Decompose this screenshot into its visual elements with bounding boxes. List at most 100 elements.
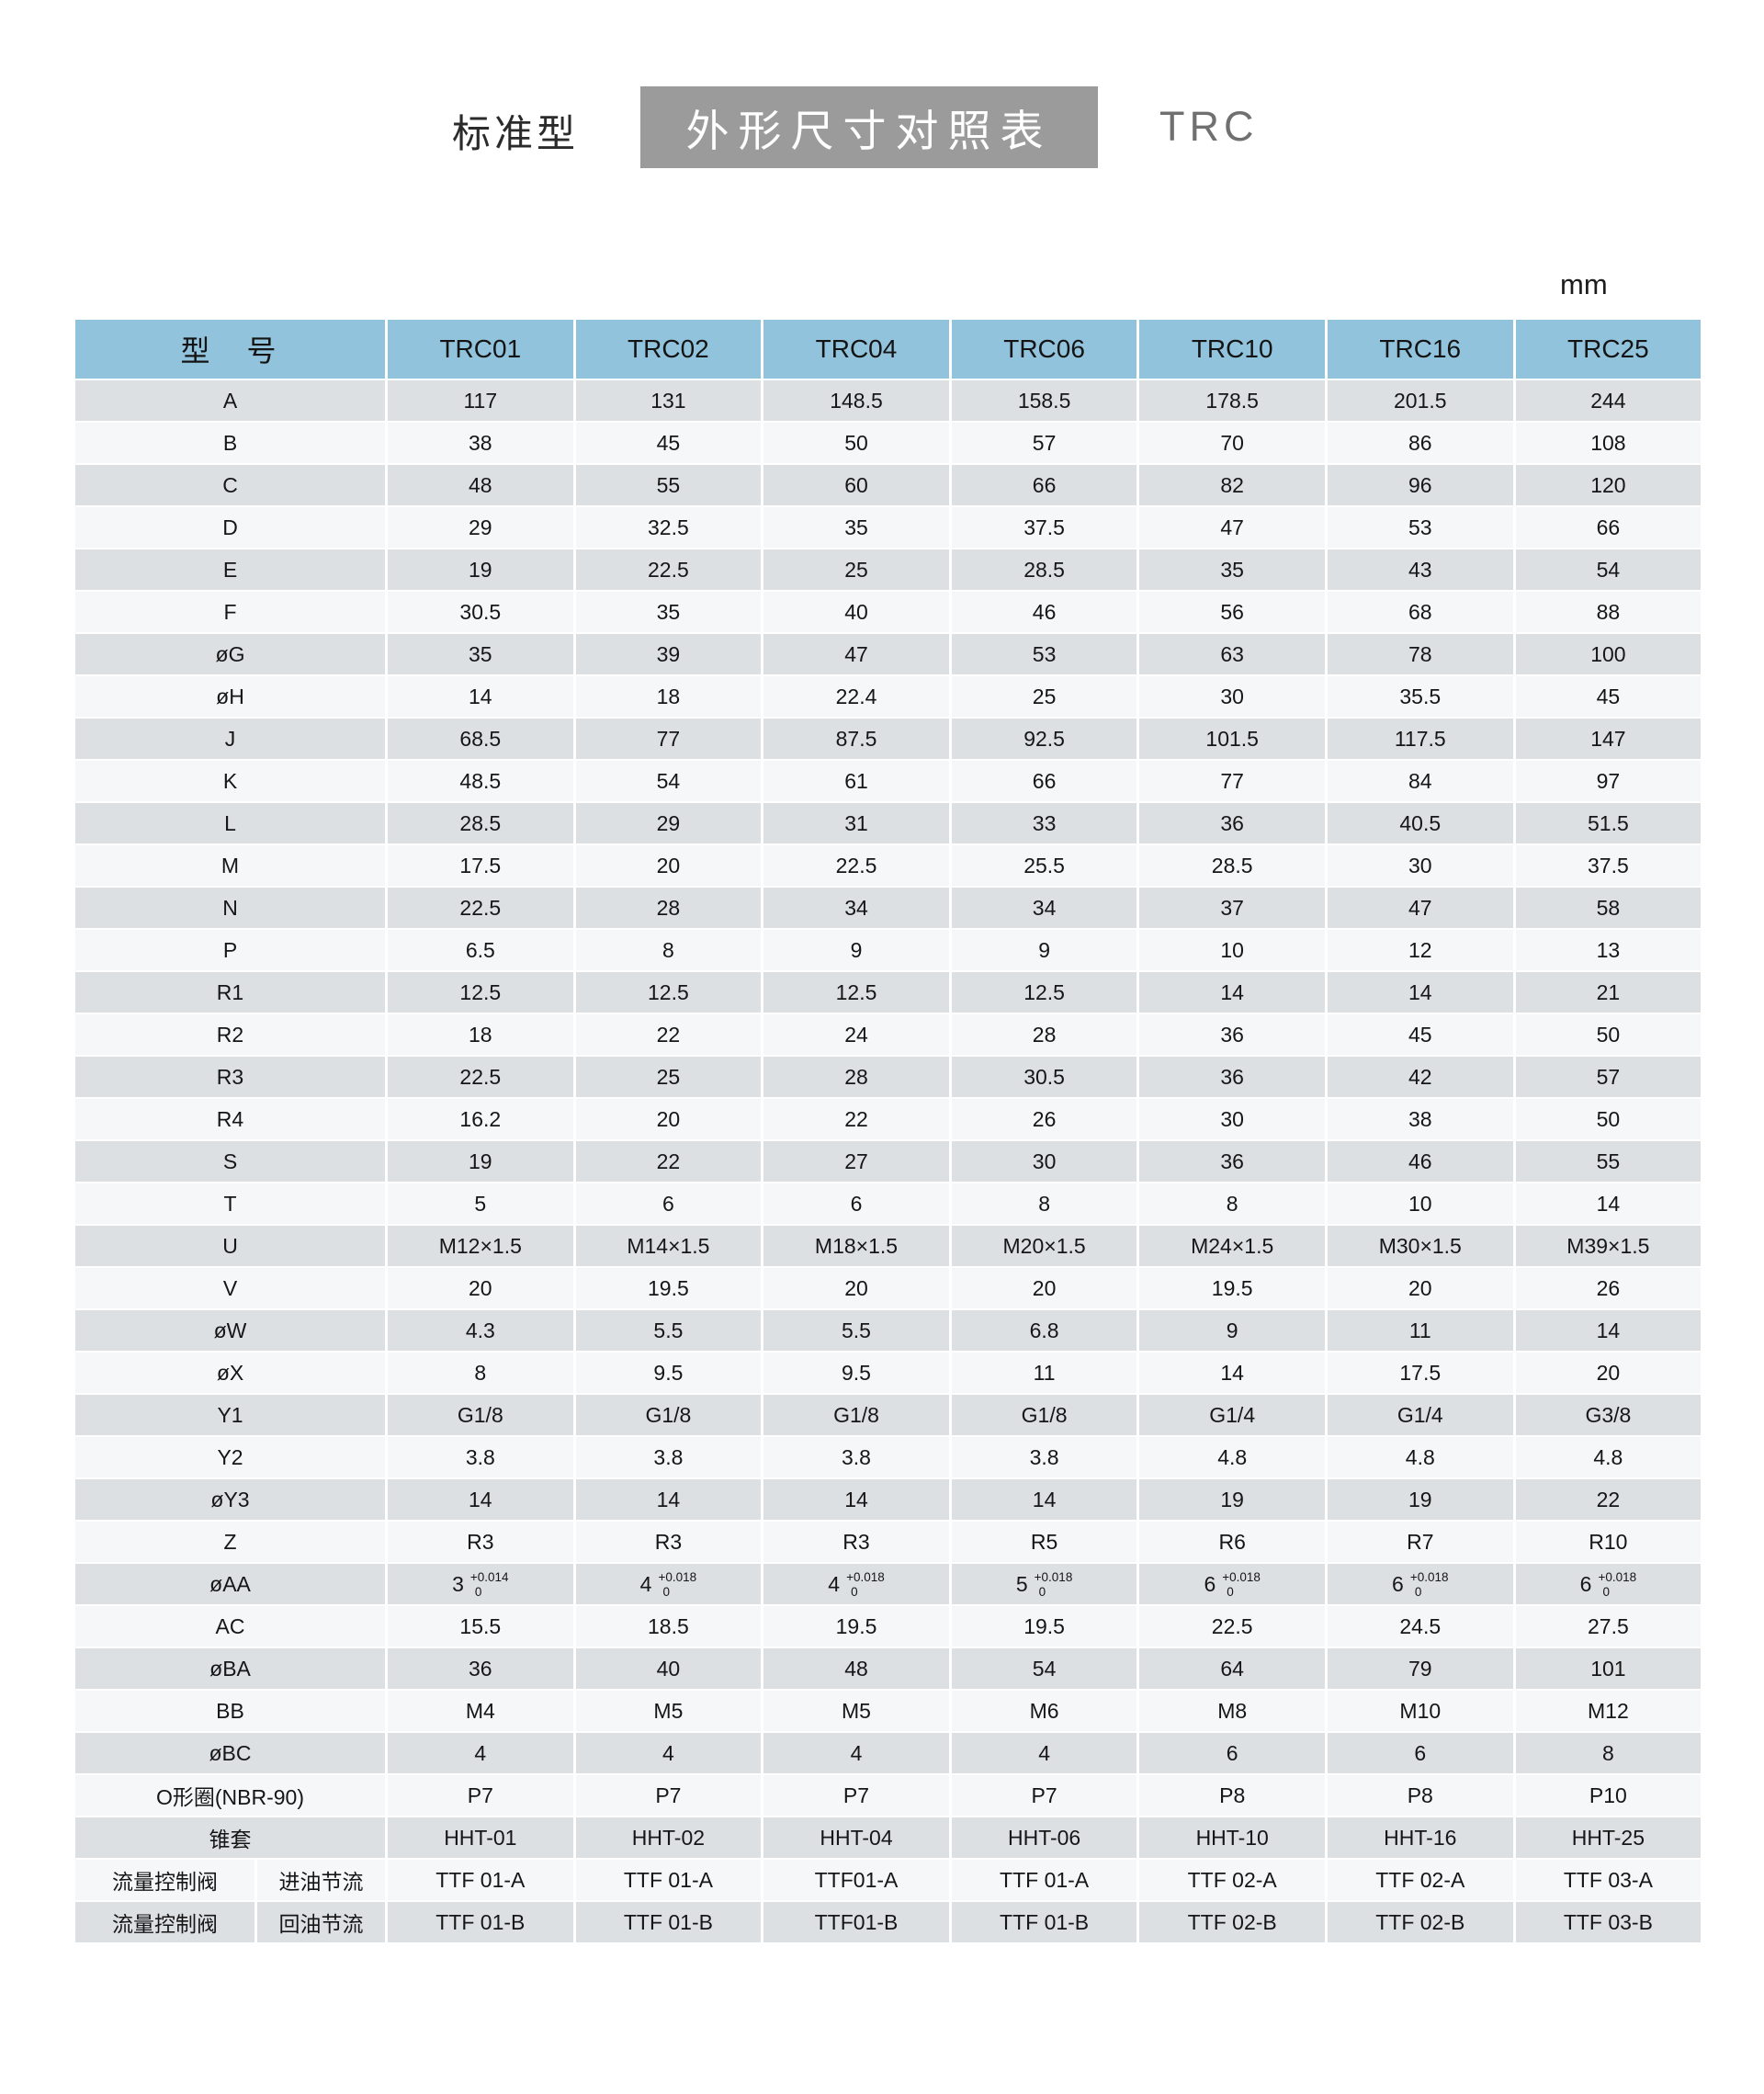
table-cell: 55 (1512, 1139, 1704, 1183)
table-cell: 26 (948, 1097, 1140, 1141)
table-cell: 5.5 (761, 1308, 952, 1353)
tolerance-value: 5 +0.018 0 (1016, 1569, 1072, 1599)
tolerance-lower: 0 (1414, 1585, 1422, 1599)
table-cell: 28 (761, 1055, 952, 1099)
table-cell: TTF 02-B (1324, 1900, 1516, 1944)
table-cell: 6.5 (385, 928, 576, 972)
table-row: R4 16.2 20 22 26 30 38 50 (72, 1097, 1704, 1141)
row-label: M (72, 843, 389, 888)
table-cell: 45 (1512, 674, 1704, 719)
table-row: BB M4 M5 M5 M6 M8 M10 M12 (72, 1689, 1704, 1733)
table-cell: 36 (1136, 1139, 1328, 1183)
table-cell: 58 (1512, 886, 1704, 930)
table-cell: M12×1.5 (385, 1224, 576, 1268)
title-box: 外形尺寸对照表 (640, 86, 1098, 168)
table-cell: 6 (1136, 1731, 1328, 1775)
row-label: øBA (72, 1647, 389, 1691)
table-cell: 19 (385, 548, 576, 592)
table-cell: R3 (572, 1520, 764, 1564)
tolerance-upper: +0.018 (846, 1570, 885, 1585)
row-label: C (72, 463, 389, 507)
table-cell: 57 (948, 421, 1140, 465)
row-group-label: 流量控制阀 (73, 1858, 257, 1902)
table-cell: 4 (572, 1731, 764, 1775)
table-cell: 25.5 (948, 843, 1140, 888)
table-cell: 48 (761, 1647, 952, 1691)
table-cell: 5.5 (572, 1308, 764, 1353)
table-cell: 28.5 (948, 548, 1140, 592)
table-cell: TTF 01-A (572, 1858, 764, 1902)
table-cell: 46 (1324, 1139, 1516, 1183)
tolerance-limits: +0.018 0 (658, 1570, 696, 1599)
table-cell: 8 (1512, 1731, 1704, 1775)
table-cell: 96 (1324, 463, 1516, 507)
table-cell: 36 (1136, 1013, 1328, 1057)
table-cell: 20 (948, 1266, 1140, 1310)
table-cell: 4 (761, 1731, 952, 1775)
table-cell: 46 (948, 590, 1140, 634)
tolerance-upper: +0.018 (658, 1570, 697, 1585)
table-cell: M30×1.5 (1324, 1224, 1516, 1268)
tolerance-lower: 0 (1602, 1585, 1610, 1599)
tolerance-upper: +0.018 (1409, 1570, 1449, 1585)
table-cell: 8 (1136, 1182, 1328, 1226)
table-cell: 4 (948, 1731, 1140, 1775)
table-cell: 28.5 (1136, 843, 1328, 888)
table-cell: 14 (1324, 970, 1516, 1014)
table-cell: 19.5 (572, 1266, 764, 1310)
table-row: R2 18 22 24 28 36 45 50 (72, 1013, 1704, 1057)
tolerance-base: 6 (1392, 1571, 1404, 1596)
table-row: V 20 19.5 20 20 19.5 20 26 (72, 1266, 1704, 1310)
row-label: P (72, 928, 389, 972)
table-row: U M12×1.5 M14×1.5 M18×1.5 M20×1.5 M24×1.5 M30×… (72, 1224, 1704, 1268)
table-cell: M39×1.5 (1512, 1224, 1704, 1268)
column-header-trc02: TRC02 (572, 318, 764, 380)
table-cell: 54 (1512, 548, 1704, 592)
table-cell: 8 (385, 1351, 576, 1395)
table-cell: 4 (385, 1731, 576, 1775)
row-label: øY3 (72, 1477, 389, 1522)
table-cell: TTF 03-B (1512, 1900, 1704, 1944)
table-cell: 120 (1512, 463, 1704, 507)
row-label: B (72, 421, 389, 465)
table-cell: 38 (1324, 1097, 1516, 1141)
table-row: Z R3 R3 R3 R5 R6 R7 R10 (72, 1520, 1704, 1564)
table-cell: 25 (761, 548, 952, 592)
table-cell: 68.5 (385, 717, 576, 761)
table-cell: M4 (385, 1689, 576, 1733)
table-cell: 4 +0.018 0 (761, 1562, 952, 1606)
row-label: Z (72, 1520, 389, 1564)
table-cell: 35 (761, 505, 952, 549)
table-cell: 37 (1136, 886, 1328, 930)
table-cell: 64 (1136, 1647, 1328, 1691)
table-cell: 29 (385, 505, 576, 549)
table-cell: 68 (1324, 590, 1516, 634)
table-cell: 30.5 (948, 1055, 1140, 1099)
table-cell: 12.5 (572, 970, 764, 1014)
column-header-trc16: TRC16 (1324, 318, 1516, 380)
table-row: D 29 32.5 35 37.5 47 53 66 (72, 505, 1704, 549)
table-cell: 86 (1324, 421, 1516, 465)
table-cell: 78 (1324, 632, 1516, 676)
table-cell: 36 (1136, 801, 1328, 845)
table-cell: R3 (385, 1520, 576, 1564)
table-row: Y1 G1/8 G1/8 G1/8 G1/8 G1/4 G1/4 G3/8 (72, 1393, 1704, 1437)
table-cell: 108 (1512, 421, 1704, 465)
row-label: J (72, 717, 389, 761)
table-cell: 87.5 (761, 717, 952, 761)
table-cell: 3 +0.014 0 (385, 1562, 576, 1606)
table-cell: 48.5 (385, 759, 576, 803)
table-cell: 14 (1136, 1351, 1328, 1395)
table-cell: TTF 03-A (1512, 1858, 1704, 1902)
table-cell: 3.8 (572, 1435, 764, 1479)
table-cell: 34 (761, 886, 952, 930)
table-cell: 45 (572, 421, 764, 465)
table-cell: 14 (1512, 1182, 1704, 1226)
table-cell: 30 (1136, 1097, 1328, 1141)
table-cell: 33 (948, 801, 1140, 845)
tolerance-value: 4 +0.018 0 (828, 1569, 885, 1599)
table-cell: R6 (1136, 1520, 1328, 1564)
table-header-row: 型 号 TRC01 TRC02 TRC04 TRC06 TRC10 TRC16 TRC25 (72, 318, 1704, 380)
table-cell: 22.5 (572, 548, 764, 592)
table-cell: M18×1.5 (761, 1224, 952, 1268)
